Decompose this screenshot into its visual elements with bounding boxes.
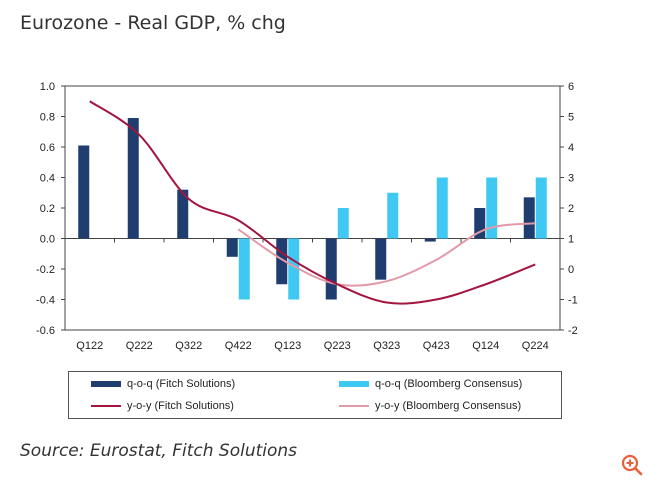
legend-swatch-fitch-qoq	[91, 381, 121, 387]
legend-item-fitch-qoq: q-o-q (Fitch Solutions)	[91, 378, 235, 390]
y-right-tick-label: -1	[568, 295, 578, 307]
line-consensus-yoy	[237, 222, 536, 287]
bar-fitch-qoq	[226, 238, 238, 257]
plot-frame	[64, 85, 561, 331]
y-left-tick-label: 0.4	[40, 173, 55, 185]
legend-label-fitch-yoy: y-o-y (Fitch Solutions)	[127, 400, 234, 412]
x-axis-tick-label: Q223	[324, 340, 351, 352]
y-left-tick-label: -0.6	[36, 325, 55, 337]
x-axis-tick-label: Q422	[225, 340, 252, 352]
x-axis-tick-label: Q224	[522, 340, 549, 352]
x-axis-tick-label: Q222	[126, 340, 153, 352]
y-right-tick-label: 3	[568, 173, 574, 185]
x-axis-tick-label: Q323	[373, 340, 400, 352]
legend-item-fitch-yoy: y-o-y (Fitch Solutions)	[91, 400, 234, 412]
legend-swatch-consensus-qoq	[339, 381, 369, 387]
bar-fitch-qoq	[474, 208, 486, 239]
bar-consensus-qoq	[387, 192, 399, 239]
bar-consensus-qoq	[238, 238, 250, 300]
bar-consensus-qoq	[337, 208, 349, 239]
y-left-tick-label: 0.8	[40, 112, 55, 124]
y-right-tick-label: 2	[568, 203, 574, 215]
legend-item-consensus-qoq: q-o-q (Bloomberg Consensus)	[339, 378, 522, 390]
line-fitch-yoy	[89, 100, 536, 305]
legend-label-fitch-qoq: q-o-q (Fitch Solutions)	[127, 378, 236, 390]
y-right-tick-label: 6	[568, 81, 574, 93]
bar-fitch-qoq	[424, 238, 436, 242]
bar-fitch-qoq	[78, 145, 90, 239]
y-right-tick-label: 5	[568, 112, 574, 124]
y-right-tick-label: -2	[568, 325, 578, 337]
x-axis-tick-label: Q122	[76, 340, 103, 352]
bar-fitch-qoq	[127, 118, 139, 239]
chart-title: Eurozone - Real GDP, % chg	[20, 12, 286, 34]
x-axis-tick-label: Q322	[175, 340, 202, 352]
bar-consensus-qoq	[486, 177, 498, 239]
zoom-in-icon[interactable]	[620, 453, 644, 477]
y-left-tick-label: -0.2	[36, 264, 55, 276]
legend-item-consensus-yoy: y-o-y (Bloomberg Consensus)	[339, 400, 521, 412]
x-axis-tick-label: Q124	[472, 340, 499, 352]
y-right-tick-label: 0	[568, 264, 574, 276]
legend-swatch-fitch-yoy	[91, 405, 121, 407]
legend-label-consensus-qoq: q-o-q (Bloomberg Consensus)	[375, 378, 523, 390]
source-note: Source: Eurostat, Fitch Solutions	[20, 441, 298, 461]
bar-fitch-qoq	[375, 238, 387, 280]
bar-fitch-qoq	[177, 189, 189, 239]
bar-fitch-qoq	[325, 238, 337, 300]
bar-fitch-qoq	[276, 238, 288, 285]
y-right-tick-label: 1	[568, 234, 574, 246]
legend-swatch-consensus-yoy	[339, 405, 369, 407]
x-axis-tick-label: Q423	[423, 340, 450, 352]
bar-consensus-qoq	[535, 177, 547, 239]
y-left-tick-label: 1.0	[40, 81, 55, 93]
y-left-tick-label: 0.6	[40, 142, 55, 154]
y-left-tick-label: 0.0	[40, 234, 55, 246]
y-left-tick-label: 0.2	[40, 203, 55, 215]
y-left-tick-label: -0.4	[36, 295, 55, 307]
bar-fitch-qoq	[523, 197, 535, 239]
bar-consensus-qoq	[288, 238, 300, 300]
bar-consensus-qoq	[436, 177, 448, 239]
y-right-tick-label: 4	[568, 142, 574, 154]
legend-label-consensus-yoy: y-o-y (Bloomberg Consensus)	[375, 400, 522, 412]
x-axis-tick-label: Q123	[274, 340, 301, 352]
chart-plot: 1.0 0.8 0.6 0.4 0.2 0.0 -0.2 -0.4 -0.6 6 5 4 3 2 1 0 -1 -…	[36, 81, 578, 352]
chart-legend: q-o-q (Fitch Solutions) q-o-q (Bloomberg…	[68, 371, 562, 419]
